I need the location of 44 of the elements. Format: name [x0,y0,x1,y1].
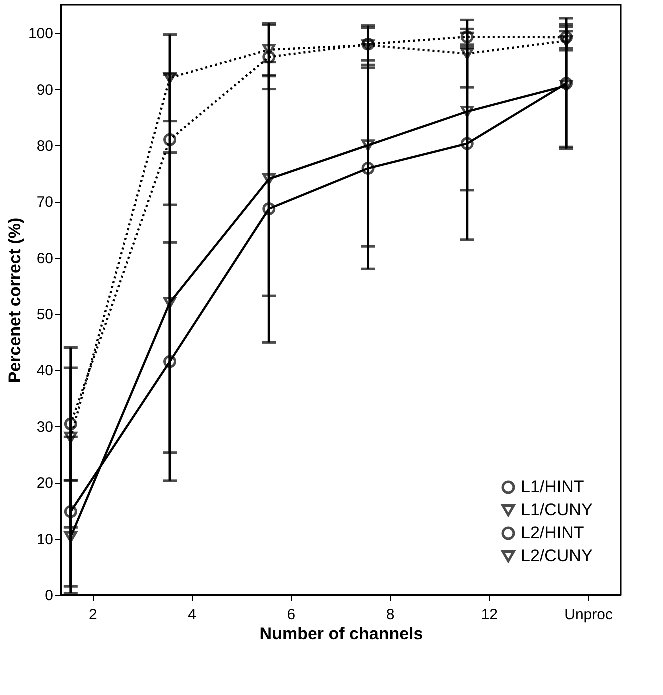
y-tick-label: 30 [36,418,54,436]
y-tick-label: 80 [36,138,54,155]
y-tick-label: 90 [36,82,54,99]
x-tick-label: 6 [287,606,296,624]
y-tick-label: 60 [36,250,54,268]
point [164,297,177,309]
y-axis-title: Percenet correct (%) [5,218,24,384]
point [560,77,573,90]
point [362,162,375,175]
legend-label: L1/HINT [521,478,584,496]
point [362,140,375,152]
y-tick-label: 10 [36,531,54,548]
y-tick-label: 50 [36,306,54,324]
point [560,80,573,92]
point [262,44,276,56]
y-tick-label: 40 [36,362,54,380]
point [560,35,573,47]
point [262,173,276,185]
y-tick-label: 70 [36,194,54,212]
x-tick-label: 12 [481,606,498,624]
point [164,72,177,84]
x-tick-label: Unproc [564,606,614,624]
point [560,31,573,44]
point [262,50,276,64]
y-tick-label: 0 [45,588,54,604]
y-tick-label: 20 [36,475,54,492]
point [460,106,474,118]
point [64,505,78,518]
x-tick-label: 4 [188,606,196,624]
x-tick-label: 8 [386,606,395,624]
legend-label: L2/CUNY [521,546,593,566]
point [262,202,276,216]
y-tick-label: 100 [28,26,54,43]
point [460,48,474,60]
x-tick-label: 2 [89,606,98,624]
x-axis-title: Number of channels [260,624,424,644]
legend-label: L2/HINT [521,524,584,542]
point [64,531,78,543]
point [64,418,78,431]
point [164,133,177,146]
point [460,137,474,150]
point [164,355,177,368]
legend-label: L1/CUNY [521,500,593,520]
point [64,432,78,444]
